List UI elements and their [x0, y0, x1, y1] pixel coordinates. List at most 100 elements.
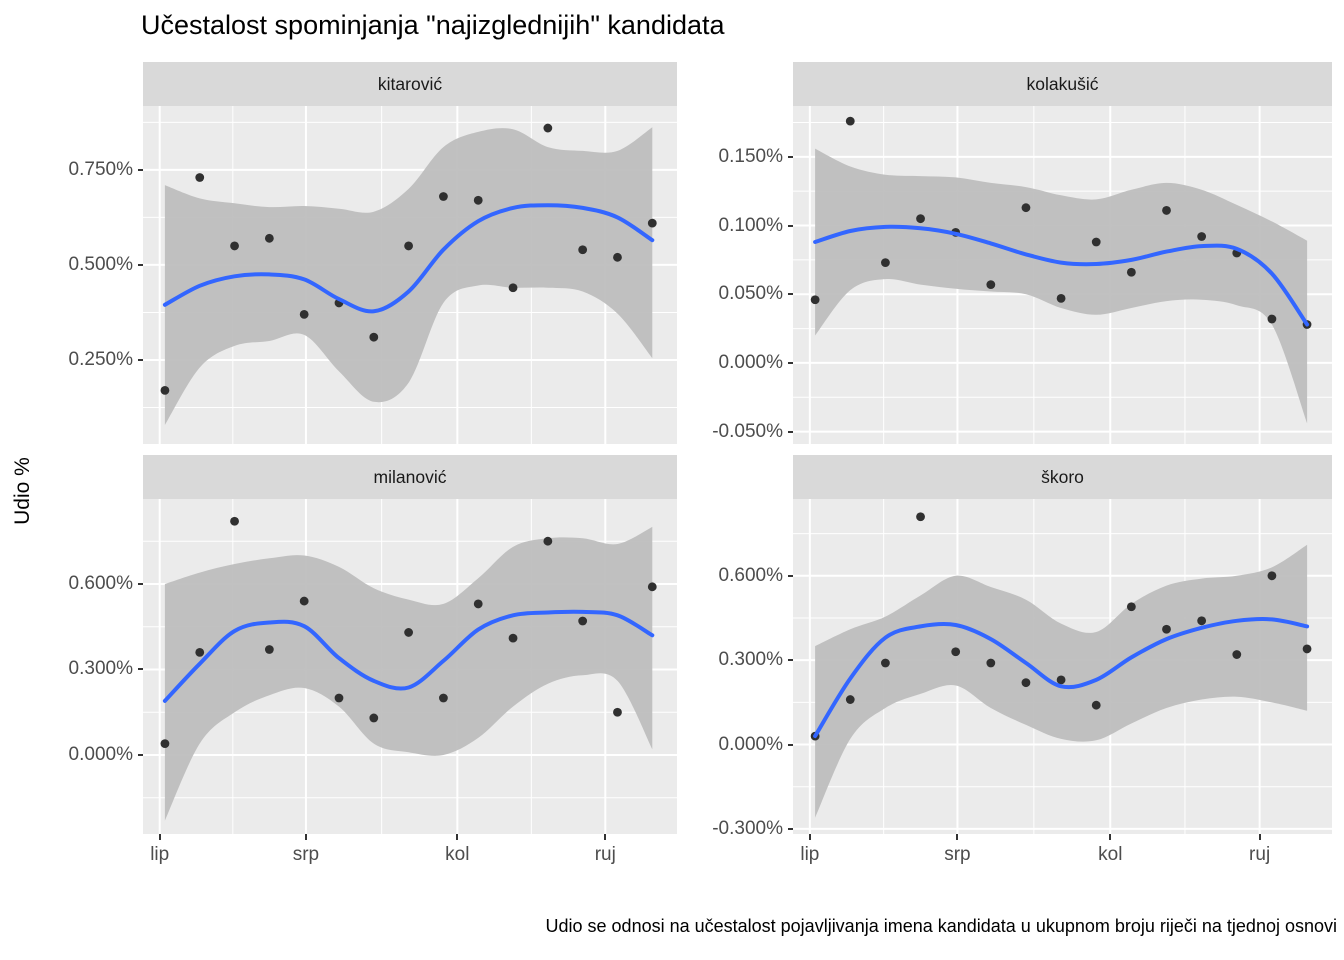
y-tick-mark	[788, 224, 793, 227]
x-tick-mark	[158, 834, 161, 840]
facet-strip-label: kolakušić	[1026, 73, 1099, 94]
data-point	[299, 309, 309, 319]
data-point	[1021, 203, 1031, 213]
facet-strip-milanovic: milanović	[143, 455, 677, 499]
x-tick-mark	[1109, 834, 1112, 840]
y-tick-label: 0.750%	[68, 158, 133, 180]
y-tick-mark	[138, 754, 143, 757]
data-point	[1267, 314, 1277, 324]
y-tick-label: 0.600%	[68, 572, 133, 594]
facet-strip-kolakusic: kolakušić	[793, 62, 1332, 106]
facet-strip-kitarovic: kitarović	[143, 62, 677, 106]
y-tick-label: 0.000%	[68, 744, 133, 766]
y-tick-label: 0.000%	[718, 351, 783, 373]
data-point	[1162, 206, 1171, 215]
y-tick-label: 0.300%	[68, 658, 133, 680]
smooth-line	[162, 203, 655, 314]
y-tick-label: -0.050%	[712, 420, 783, 442]
y-tick-label: 0.250%	[68, 348, 133, 370]
data-point	[845, 695, 855, 704]
data-point	[160, 385, 170, 395]
x-tick-mark	[304, 834, 307, 840]
x-tick-label: kol	[1098, 844, 1123, 865]
x-tick-mark	[456, 834, 459, 840]
data-point	[613, 707, 622, 717]
data-point	[986, 280, 996, 290]
data-point	[916, 512, 925, 522]
plot-title: Učestalost spominjanja "najizglednijih" …	[141, 10, 725, 40]
data-point	[1021, 678, 1031, 688]
y-tick-label: 0.000%	[718, 733, 783, 755]
y-tick-label: 0.500%	[68, 253, 133, 275]
x-tick-label: kol	[445, 844, 470, 865]
data-point	[195, 647, 205, 657]
data-point	[613, 252, 622, 262]
data-point	[264, 233, 274, 243]
y-tick-mark	[788, 155, 793, 158]
data-point	[916, 214, 925, 224]
x-tick-mark	[956, 834, 959, 840]
data-point	[543, 123, 553, 133]
data-point	[845, 116, 855, 126]
data-point	[369, 713, 379, 723]
data-point	[230, 241, 239, 251]
data-point	[264, 645, 274, 654]
y-tick-mark	[138, 582, 143, 585]
confidence-ribbon	[164, 127, 653, 426]
data-point	[1056, 293, 1066, 303]
facet-strip-label: milanović	[373, 466, 447, 487]
data-point	[508, 633, 518, 643]
y-tick-label: 0.050%	[718, 283, 783, 305]
data-point	[1091, 237, 1101, 247]
data-point	[439, 693, 448, 703]
smooth-line	[813, 224, 1310, 327]
data-point	[578, 245, 588, 255]
data-point	[508, 283, 518, 293]
data-point	[1302, 644, 1312, 654]
data-point	[1267, 571, 1277, 581]
smooth-line	[162, 609, 655, 703]
facet-strip-label: škoro	[1041, 466, 1084, 487]
data-point	[951, 647, 961, 657]
y-tick-mark	[788, 430, 793, 433]
data-point	[160, 739, 170, 749]
data-point	[1056, 675, 1066, 685]
data-point	[404, 241, 414, 251]
facet-panel-kolakusic	[793, 106, 1332, 444]
data-point	[543, 536, 553, 546]
data-point	[647, 582, 657, 592]
data-point	[473, 599, 483, 609]
data-point	[299, 596, 309, 606]
plot-caption: Udio se odnosi na učestalost pojavljivan…	[545, 916, 1337, 936]
y-tick-mark	[788, 659, 793, 662]
data-point	[986, 658, 996, 668]
x-tick-mark	[1258, 834, 1261, 840]
y-tick-mark	[788, 361, 793, 364]
y-tick-mark	[788, 574, 793, 577]
data-point	[334, 693, 344, 703]
data-point	[1162, 624, 1171, 634]
data-point	[881, 258, 890, 268]
data-point	[810, 295, 820, 305]
y-tick-label: 0.150%	[718, 145, 783, 167]
data-point	[1197, 232, 1207, 241]
facet-panel-kitarovic	[143, 106, 677, 444]
data-point	[1091, 700, 1101, 710]
data-point	[195, 173, 205, 182]
data-point	[404, 628, 414, 637]
facet-panel-skoro	[793, 499, 1332, 834]
y-tick-mark	[138, 668, 143, 671]
facet-panel-milanovic	[143, 499, 677, 834]
x-tick-mark	[604, 834, 607, 840]
y-axis-title: Udio %	[11, 457, 34, 525]
data-point	[230, 516, 239, 526]
data-point	[578, 616, 588, 626]
y-tick-label: 0.600%	[718, 564, 783, 586]
facet-strip-label: kitarović	[377, 73, 443, 94]
x-tick-label: lip	[800, 844, 820, 865]
y-tick-label: 0.100%	[718, 214, 783, 236]
x-tick-label: ruj	[594, 844, 616, 865]
data-point	[1126, 267, 1136, 277]
data-point	[1232, 650, 1242, 659]
